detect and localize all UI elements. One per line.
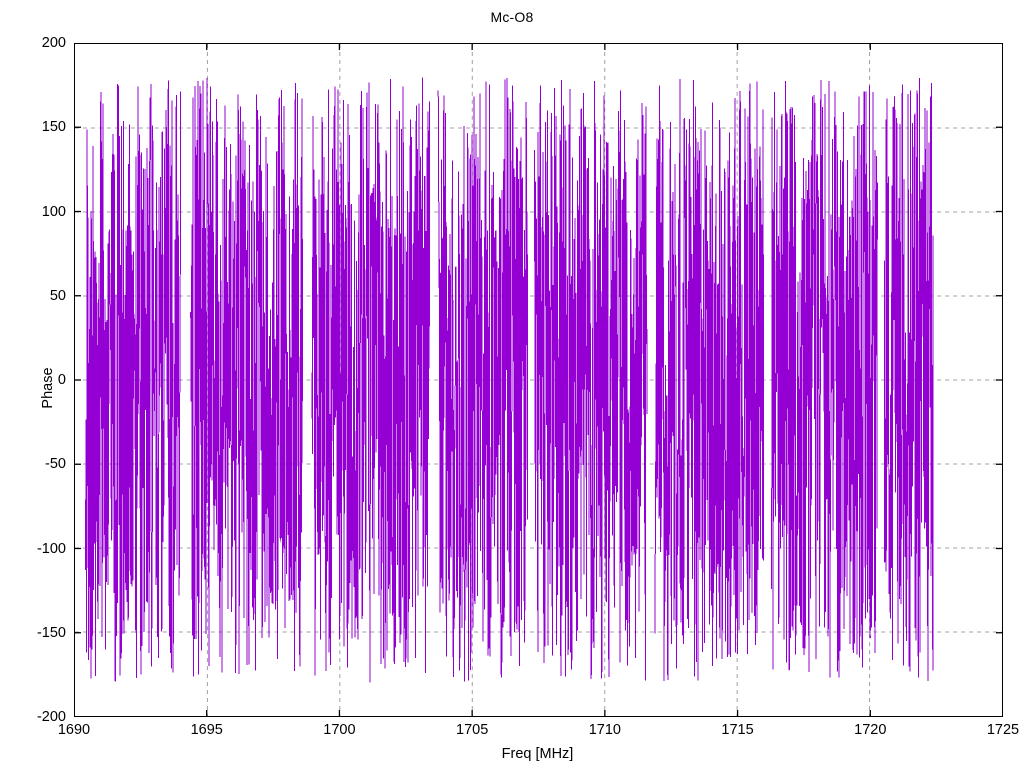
y-tick-label: -200 — [36, 709, 66, 725]
y-tick-label: 0 — [57, 372, 66, 388]
x-tick-label: 1690 — [57, 722, 91, 738]
plot-area — [74, 43, 1003, 717]
y-tick-label: -50 — [45, 456, 66, 473]
y-axis-title: Phase — [40, 367, 56, 409]
y-tick-label: 50 — [49, 287, 66, 304]
x-axis-title: Freq [MHz] — [501, 746, 574, 762]
x-tick-label: 1725 — [986, 722, 1020, 738]
x-tick-label: 1700 — [323, 722, 356, 738]
x-tick-label: 1705 — [456, 722, 489, 738]
data-series-phase — [85, 77, 934, 683]
x-tick-label: 1720 — [854, 722, 887, 738]
x-tick-label: 1710 — [588, 722, 621, 738]
y-tick-label: 200 — [41, 35, 66, 51]
y-tick-label: -150 — [36, 624, 66, 641]
x-tick-label: 1715 — [721, 722, 754, 738]
chart-title: Mc-O8 — [490, 9, 534, 25]
y-tick-label: 100 — [41, 203, 66, 220]
y-tick-label: 150 — [41, 119, 66, 136]
x-tick-label: 1695 — [190, 722, 223, 738]
y-tick-label: -100 — [36, 540, 66, 557]
